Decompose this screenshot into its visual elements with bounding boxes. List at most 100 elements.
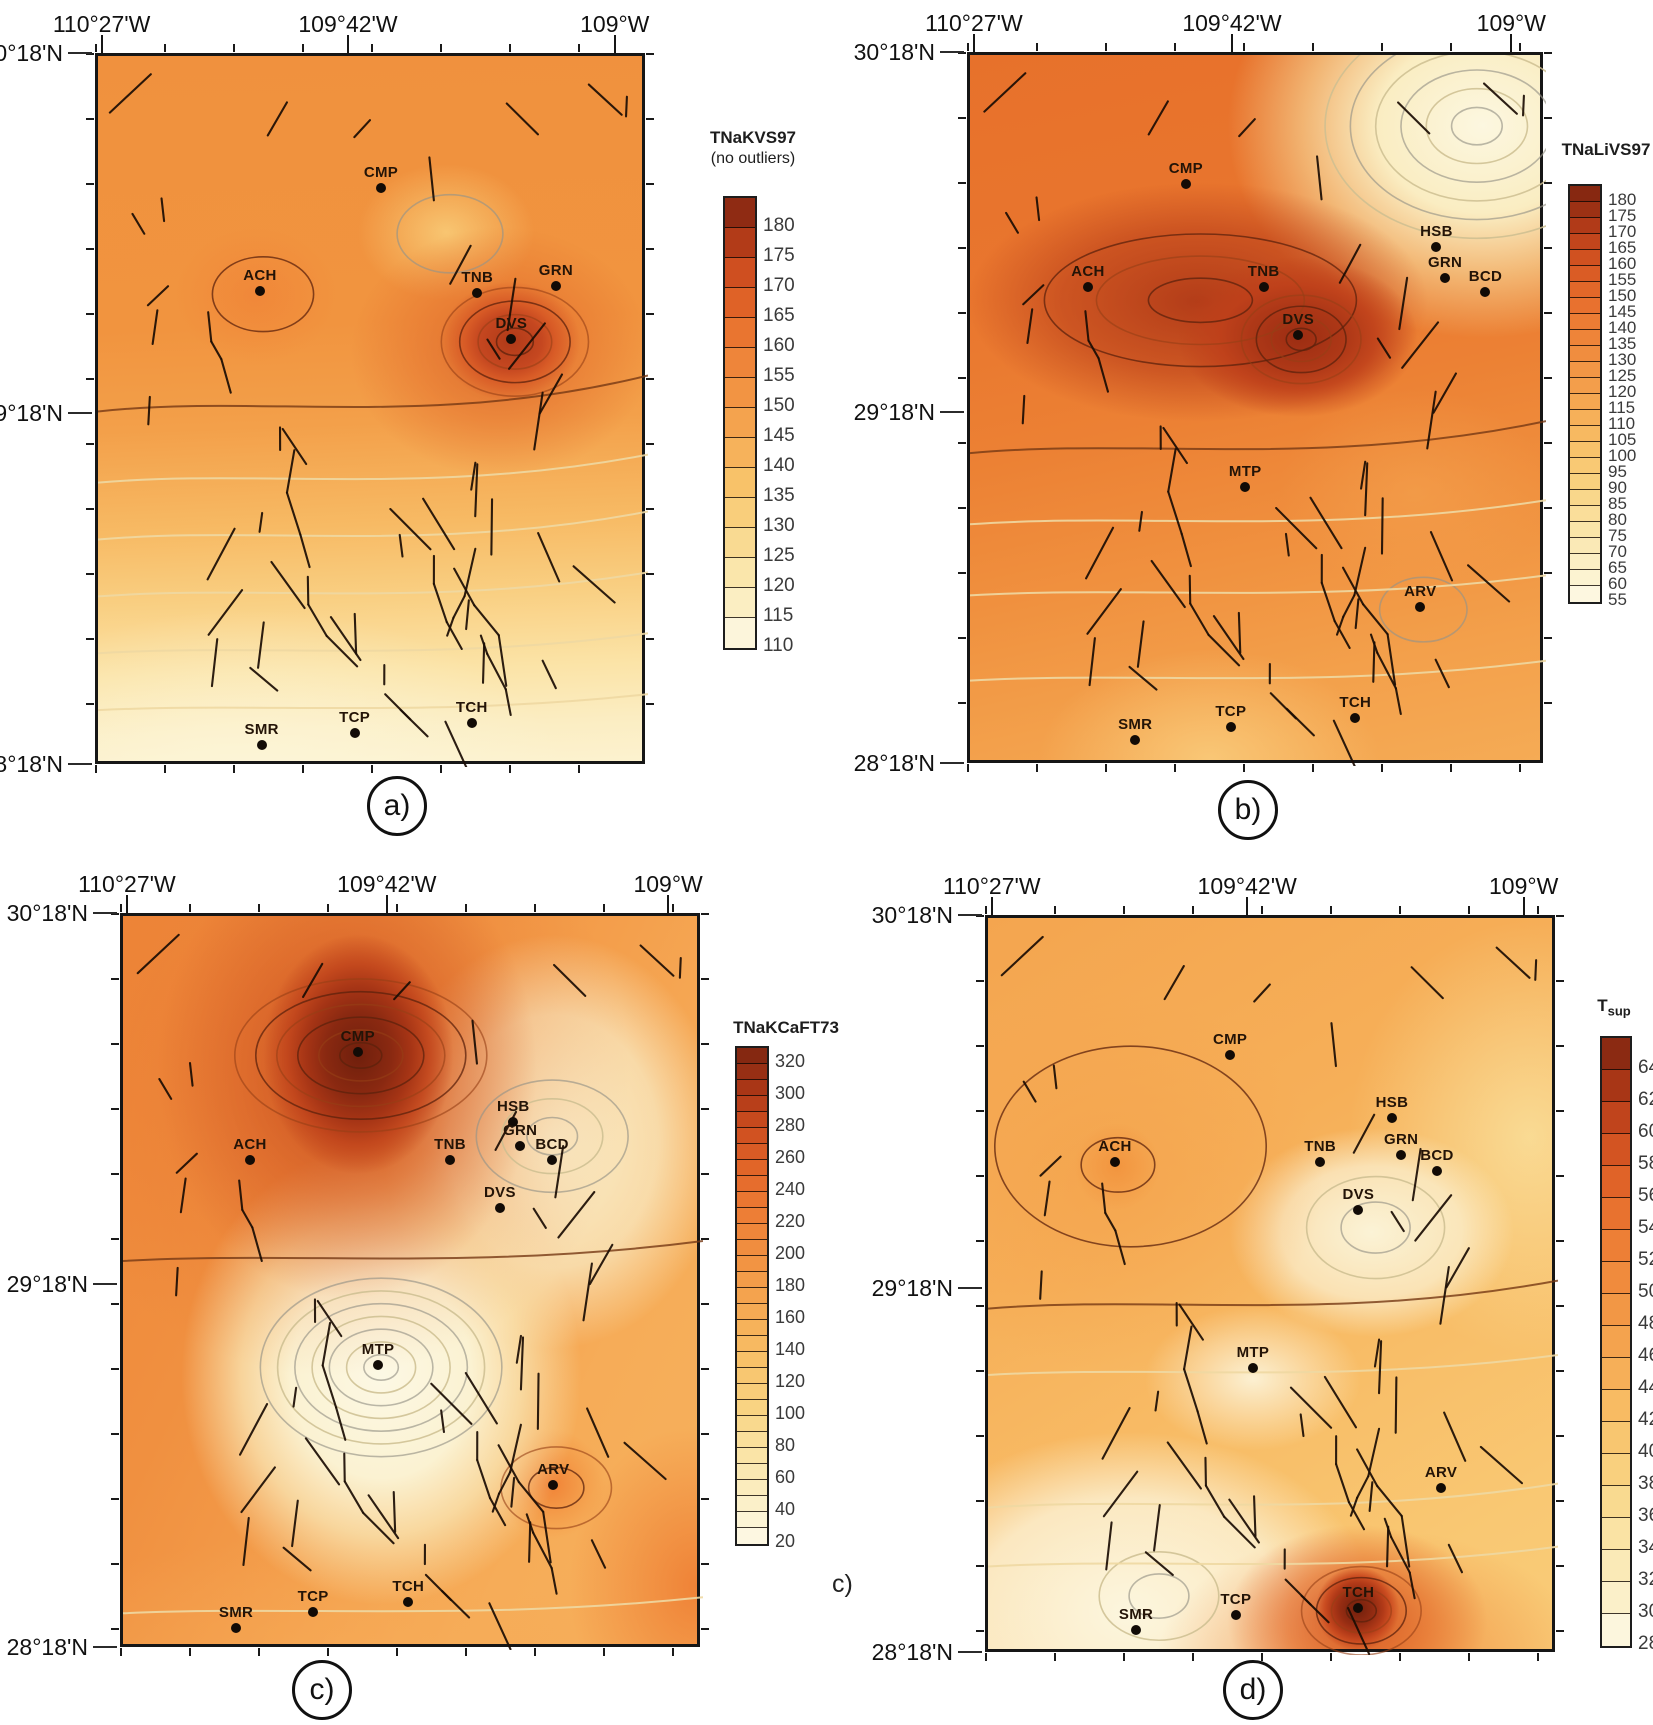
station-dot xyxy=(550,281,561,292)
legend-tick-b-145: 145 xyxy=(1608,301,1637,321)
legend-color-block xyxy=(1570,410,1600,426)
station-dot xyxy=(1440,273,1451,284)
lat-label-d-0: 30°18'N xyxy=(871,902,953,928)
station-label: CMP xyxy=(1212,1031,1248,1049)
station-label: CMP xyxy=(340,1028,375,1046)
station-label: DVS xyxy=(484,1184,516,1202)
legend-title-text: TNaLiVS97 xyxy=(1561,140,1651,159)
legend-color-block xyxy=(737,1128,767,1144)
lon-label-a-1: 109°42'W xyxy=(298,11,398,37)
station-dot xyxy=(1258,281,1269,292)
legend-tick-b-70: 70 xyxy=(1608,541,1627,561)
legend-tick-c-140: 140 xyxy=(775,1339,806,1360)
legend-tick-c-40: 40 xyxy=(775,1499,796,1520)
left-axis-ticks-b xyxy=(958,52,966,763)
legend-color-block xyxy=(737,1288,767,1304)
legend-color-block xyxy=(725,618,755,648)
lon-major-tick xyxy=(100,35,103,53)
legend-tick-b-140: 140 xyxy=(1608,317,1637,337)
legend-color-block xyxy=(1570,298,1600,314)
legend-title-a: TNaKVS97 xyxy=(710,128,796,148)
station-label: CMP xyxy=(1168,160,1203,178)
station-label: TNB xyxy=(1304,1137,1337,1155)
legend-tick-d-56: 56 xyxy=(1638,1184,1653,1206)
bottom-axis-ticks-a xyxy=(95,765,645,773)
left-axis-ticks-c xyxy=(111,913,119,1647)
legend-tick-d-60: 60 xyxy=(1638,1120,1653,1142)
lon-major-tick xyxy=(972,34,975,52)
station-label: ACH xyxy=(233,1136,267,1154)
legend-color-block xyxy=(1570,426,1600,442)
legend-color-block xyxy=(1602,1326,1630,1358)
station-dot xyxy=(1082,281,1093,292)
legend-tick-c-280: 280 xyxy=(775,1115,806,1136)
legend-color-block xyxy=(1602,1230,1630,1262)
station-dot xyxy=(1436,1482,1446,1493)
legend-tick-d-42: 42 xyxy=(1638,1408,1653,1430)
legend-tick-c-100: 100 xyxy=(775,1403,806,1424)
station-dot xyxy=(244,1155,255,1166)
right-axis-ticks-a xyxy=(646,53,654,764)
legend-tick-c-160: 160 xyxy=(775,1307,806,1328)
legend-color-block xyxy=(737,1352,767,1368)
legend-colorbar-b xyxy=(1568,184,1602,604)
fault-lines-b xyxy=(983,72,1525,766)
panel-letter-a: a) xyxy=(367,776,427,836)
legend-title-subscript: sup xyxy=(1607,1003,1631,1019)
lon-label-a-0: 110°27'W xyxy=(52,11,151,37)
station-dot xyxy=(1109,1156,1120,1167)
station-label: TCH xyxy=(1342,1583,1375,1601)
legend-color-block xyxy=(725,348,755,378)
legend-color-block xyxy=(1602,1198,1630,1230)
lon-major-tick xyxy=(1230,34,1233,52)
station-label: TCP xyxy=(297,1587,329,1605)
legend-color-block xyxy=(725,318,755,348)
station-label: SMR xyxy=(244,720,279,738)
station-label: TCH xyxy=(392,1578,425,1596)
legend-color-block xyxy=(1602,1486,1630,1518)
station-label: ACH xyxy=(1098,1137,1132,1155)
station-dot xyxy=(466,717,477,728)
station-label: GRN xyxy=(503,1121,538,1139)
station-dot xyxy=(376,183,386,194)
legend-color-block xyxy=(1570,570,1600,586)
lon-label-b-1: 109°42'W xyxy=(1182,10,1282,36)
contour-lines-b xyxy=(970,55,1546,682)
station-dot xyxy=(308,1606,319,1617)
legend-tick-c-120: 120 xyxy=(775,1371,806,1392)
legend-color-block xyxy=(737,1480,767,1496)
lat-label-a-2: 28°18'N xyxy=(0,751,63,777)
lat-label-b-1: 29°18'N xyxy=(853,398,935,425)
legend-tick-a-130: 130 xyxy=(763,514,795,536)
lon-label-d-2: 109°W xyxy=(1489,873,1559,899)
lat-major-tick xyxy=(958,914,982,916)
stray-panel-letter: c) xyxy=(832,1570,853,1598)
lat-major-tick xyxy=(68,52,92,54)
legend-color-block xyxy=(1570,554,1600,570)
bottom-axis-ticks-b xyxy=(967,764,1543,772)
legend-color-block xyxy=(1570,522,1600,538)
fault-lines-d xyxy=(1000,935,1538,1655)
legend-tick-c-20: 20 xyxy=(775,1531,796,1552)
legend-tick-c-200: 200 xyxy=(775,1243,806,1264)
legend-color-block xyxy=(737,1080,767,1096)
station-label: TCP xyxy=(1215,702,1247,720)
legend-color-block xyxy=(737,1448,767,1464)
right-axis-ticks-b xyxy=(1544,52,1552,763)
legend-tick-d-36: 36 xyxy=(1638,1504,1653,1526)
lon-major-tick xyxy=(385,895,388,913)
legend-tick-b-155: 155 xyxy=(1608,269,1637,289)
station-label: MTP xyxy=(1228,463,1262,481)
station-dot xyxy=(1225,1050,1236,1061)
map-panel-d xyxy=(985,915,1558,1655)
station-label: GRN xyxy=(538,262,574,280)
map-panel-c xyxy=(120,913,703,1650)
legend-color-block xyxy=(737,1464,767,1480)
legend-tick-d-44: 44 xyxy=(1638,1376,1653,1398)
legend-tick-d-40: 40 xyxy=(1638,1440,1653,1462)
station-label: TNB xyxy=(1247,262,1280,280)
top-axis-ticks-c xyxy=(120,904,700,912)
legend-color-block xyxy=(1570,362,1600,378)
legend-color-block xyxy=(1602,1550,1630,1582)
station-dot xyxy=(403,1597,414,1608)
